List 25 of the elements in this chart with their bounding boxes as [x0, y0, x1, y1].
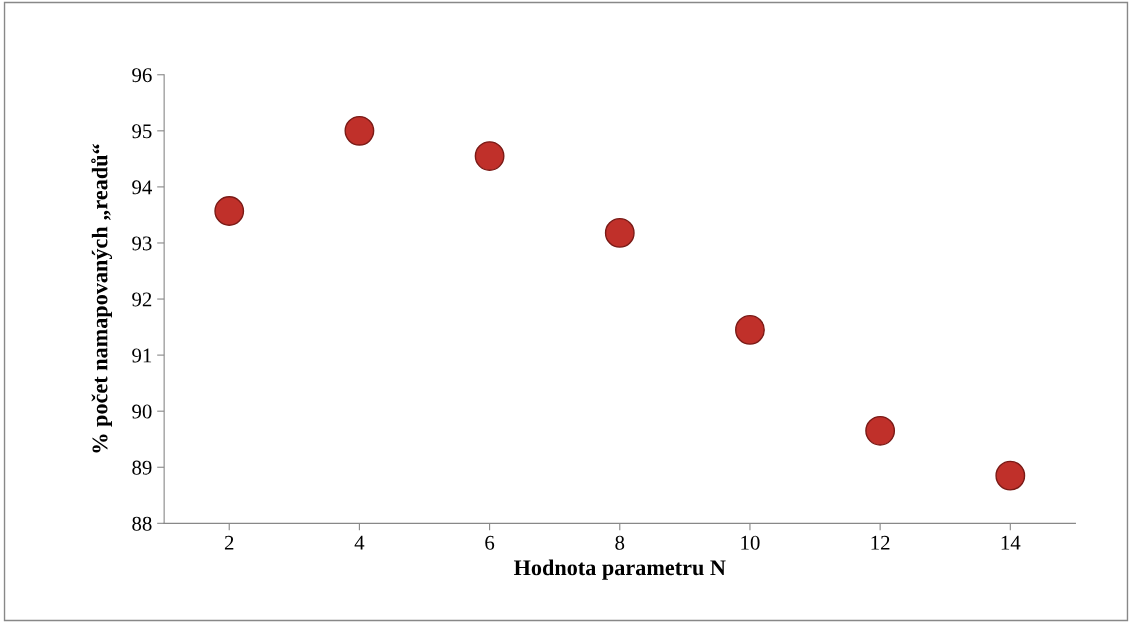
x-tick-label: 2	[224, 535, 234, 550]
y-tick-label: 89	[132, 460, 152, 475]
y-tick-label: 92	[132, 292, 152, 307]
y-tick-label: 94	[132, 180, 153, 195]
x-axis-title: Hodnota parametru N	[513, 559, 726, 580]
point	[995, 460, 1026, 491]
x-tick-label: 6	[485, 535, 495, 550]
y-tick-label: 96	[132, 68, 152, 83]
x-tick-label: 8	[615, 535, 625, 550]
point	[214, 196, 245, 226]
x-tick-label: 12	[871, 535, 890, 550]
y-tick-label: 93	[132, 236, 152, 251]
x-tick-label: 10	[741, 535, 760, 550]
point	[344, 115, 375, 146]
y-tick-label: 88	[132, 516, 152, 531]
x-tick-label: 4	[354, 535, 365, 550]
y-tick-label: 95	[132, 124, 152, 139]
point	[604, 217, 635, 248]
y-axis-title: % počet namapovaných „readů“	[91, 144, 113, 453]
point	[865, 415, 896, 446]
y-tick-label: 90	[132, 404, 152, 419]
point	[735, 314, 765, 345]
point	[474, 141, 505, 171]
x-tick-label: 14	[1001, 535, 1021, 550]
y-tick-label: 91	[132, 348, 152, 363]
